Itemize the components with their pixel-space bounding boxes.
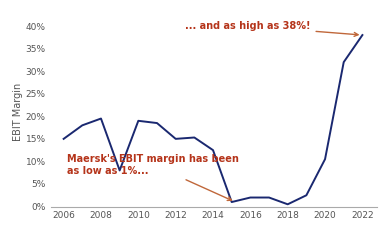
Text: ... and as high as 38%!: ... and as high as 38%! (185, 21, 358, 36)
Text: Maersk's EBIT margin has been
as low as 1%...: Maersk's EBIT margin has been as low as … (67, 154, 239, 200)
Y-axis label: EBIT Margin: EBIT Margin (13, 83, 23, 141)
